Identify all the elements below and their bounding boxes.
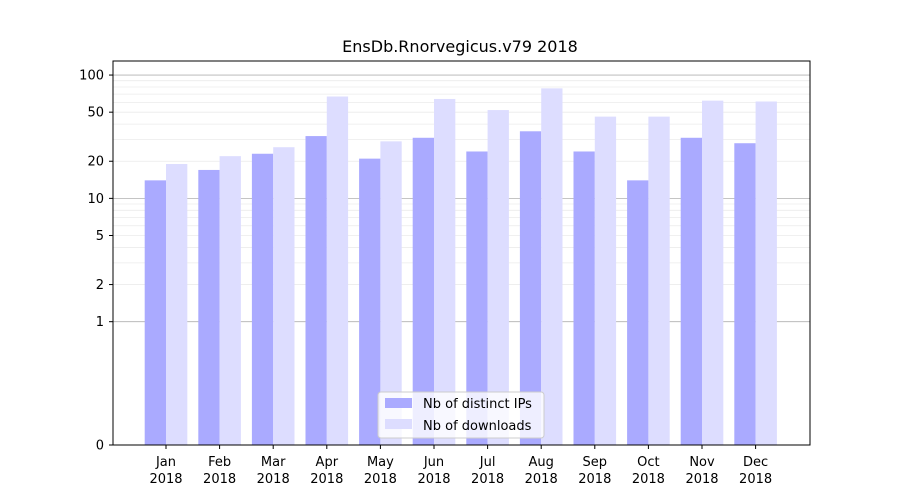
bar-downloads — [755, 101, 777, 445]
bars — [144, 88, 777, 446]
bar-distinct-ips — [466, 151, 488, 445]
y-tick-label: 20 — [87, 155, 104, 170]
legend-box — [377, 391, 545, 439]
legend-label-distinct-ips: Nb of distinct IPs — [423, 397, 532, 412]
bar-distinct-ips — [251, 153, 274, 445]
y-tick-label: 5 — [96, 229, 104, 244]
x-tick-label-month: Feb — [208, 455, 231, 470]
legend: Nb of distinct IPs Nb of downloads — [377, 391, 545, 439]
y-tick-label: 1 — [96, 315, 104, 330]
bar-distinct-ips — [144, 180, 166, 445]
x-tick-label-year: 2018 — [525, 472, 558, 487]
y-tick-label: 100 — [79, 69, 104, 84]
x-tick-label-year: 2018 — [417, 472, 450, 487]
x-tick-label-year: 2018 — [739, 472, 772, 487]
x-tick-label-month: Nov — [689, 455, 715, 470]
x-tick-label-month: Sep — [583, 455, 608, 470]
x-tick-label-month: Mar — [261, 455, 286, 470]
bar-distinct-ips — [627, 180, 649, 445]
y-tick-label: 2 — [96, 278, 104, 293]
x-tick-label-month: Apr — [316, 455, 339, 470]
y-tick-label: 50 — [87, 106, 104, 121]
bar-distinct-ips — [412, 137, 434, 445]
bar-downloads — [541, 88, 563, 445]
x-tick-label-year: 2018 — [149, 472, 182, 487]
bar-distinct-ips — [734, 143, 756, 445]
x-tick-label-year: 2018 — [685, 472, 718, 487]
bar-downloads — [648, 116, 670, 445]
bar-distinct-ips — [680, 137, 702, 445]
x-tick-label-month: Jun — [423, 455, 444, 470]
x-tick-label-month: Jul — [479, 455, 496, 470]
bar-distinct-ips — [519, 131, 542, 446]
y-tick-label: 0 — [96, 439, 104, 454]
x-tick-label-month: Dec — [743, 455, 768, 470]
axes-frame — [112, 60, 811, 446]
x-tick-label-year: 2018 — [471, 472, 504, 487]
bar-downloads — [219, 156, 241, 445]
bar-downloads — [594, 116, 617, 445]
legend-swatch-distinct-ips — [385, 398, 412, 408]
x-tick-label-year: 2018 — [364, 472, 397, 487]
x-tick-label-month: May — [367, 455, 394, 470]
bar-downloads — [702, 100, 724, 446]
bar-downloads — [326, 96, 349, 445]
x-tick-label-year: 2018 — [632, 472, 665, 487]
x-tick-label-year: 2018 — [578, 472, 611, 487]
x-tick-label-month: Aug — [529, 455, 554, 470]
chart-title: EnsDb.Rnorvegicus.v79 2018 — [342, 37, 578, 56]
bar-distinct-ips — [198, 169, 220, 445]
legend-label-downloads: Nb of downloads — [423, 419, 532, 434]
bar-distinct-ips — [573, 151, 595, 445]
axes: 0 1 2 5 10 20 50 100 Jan 2018 Feb 2018 Mar 2018 Apr 201… — [79, 60, 811, 487]
bar-downloads — [166, 163, 188, 445]
y-tick-label: 10 — [87, 192, 104, 207]
x-tick-label-month: Jan — [155, 455, 176, 470]
bar-downloads — [487, 110, 509, 445]
bar-distinct-ips — [305, 136, 327, 445]
x-tick-label-month: Oct — [637, 455, 659, 470]
bar-distinct-ips — [359, 158, 381, 445]
bar-downloads — [273, 147, 295, 445]
x-tick-label-year: 2018 — [310, 472, 343, 487]
x-tick-label-year: 2018 — [203, 472, 236, 487]
legend-swatch-downloads — [385, 419, 412, 429]
bar-downloads — [434, 98, 456, 445]
x-tick-label-year: 2018 — [257, 472, 290, 487]
bar-downloads — [380, 141, 402, 445]
